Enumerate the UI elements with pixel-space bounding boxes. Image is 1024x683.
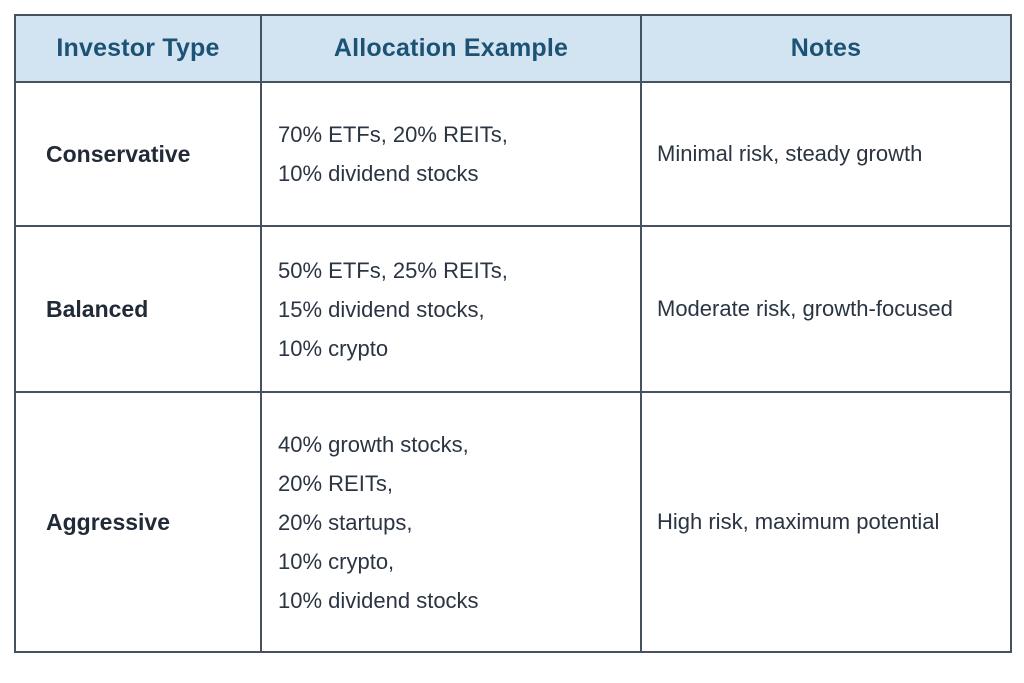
allocation-line: 10% dividend stocks (278, 161, 479, 186)
column-header-investor-type: Investor Type (14, 14, 262, 83)
table-row-balanced: Balanced 50% ETFs, 25% REITs, 15% divide… (14, 225, 1012, 393)
table-row-aggressive: Aggressive 40% growth stocks, 20% REITs,… (14, 391, 1012, 653)
cell-allocation-aggressive: 40% growth stocks, 20% REITs, 20% startu… (260, 391, 642, 653)
cell-allocation-conservative: 70% ETFs, 20% REITs, 10% dividend stocks (260, 81, 642, 227)
allocation-line: 15% dividend stocks, (278, 296, 485, 322)
cell-investor-type-conservative: Conservative (14, 81, 262, 227)
allocation-line: 20% startups, (278, 509, 413, 535)
table-header-row: Investor Type Allocation Example Notes (14, 14, 1012, 83)
allocation-line: 20% REITs, (278, 470, 393, 496)
cell-notes-aggressive: High risk, maximum potential (640, 391, 1012, 653)
allocation-line: 40% growth stocks, (278, 431, 469, 457)
column-header-allocation-example: Allocation Example (260, 14, 642, 83)
investor-allocation-table: Investor Type Allocation Example Notes C… (14, 14, 1012, 653)
allocation-line: 50% ETFs, 25% REITs, (278, 257, 508, 283)
allocation-line: 10% crypto (278, 335, 389, 361)
cell-allocation-balanced: 50% ETFs, 25% REITs, 15% dividend stocks… (260, 225, 642, 393)
cell-investor-type-balanced: Balanced (14, 225, 262, 393)
cell-notes-conservative: Minimal risk, steady growth (640, 81, 1012, 227)
table-row-conservative: Conservative 70% ETFs, 20% REITs, 10% di… (14, 81, 1012, 227)
cell-investor-type-aggressive: Aggressive (14, 391, 262, 653)
allocation-line: 10% dividend stocks (278, 587, 479, 613)
column-header-notes: Notes (640, 14, 1012, 83)
allocation-line: 70% ETFs, 20% REITs, (278, 122, 508, 147)
cell-notes-balanced: Moderate risk, growth-focused (640, 225, 1012, 393)
allocation-line: 10% crypto, (278, 548, 395, 574)
